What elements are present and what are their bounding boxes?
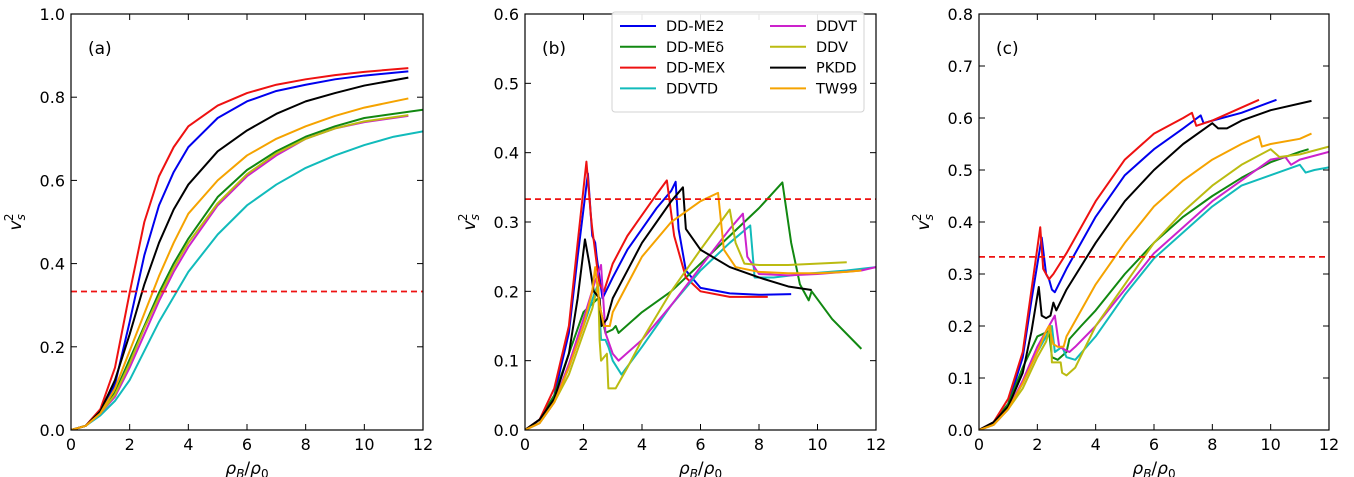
y-tick-label: 0.7: [948, 57, 973, 76]
series-line-DD-MEδ: [525, 181, 863, 430]
x-tick-label: 8: [1207, 435, 1217, 454]
y-tick-label: 0.4: [40, 255, 65, 274]
panel-b: 0 2 4 6 8 10 12 0.0 0.1 0.2 0.3 0.4 0.5 0.6 (b) ρB/ρ0 vs…: [456, 5, 886, 477]
y-tick-label: 0.4: [948, 213, 973, 232]
y-axis-label: vs2: [456, 214, 482, 231]
series-line-DDV: [979, 145, 1329, 430]
x-tick-label: 10: [354, 435, 374, 454]
series-line-DD-MEX: [979, 98, 1260, 430]
series-line-DDV: [525, 208, 847, 430]
x-tick-label: 2: [578, 435, 588, 454]
x-tick-label: 12: [1319, 435, 1339, 454]
y-tick-label: 0.2: [494, 282, 519, 301]
y-tick-label: 0.0: [948, 421, 973, 440]
y-axis-label: vs2: [910, 214, 936, 231]
x-tick-label: 0: [520, 435, 530, 454]
x-tick-label: 12: [866, 435, 886, 454]
x-tick-label: 4: [1091, 435, 1101, 454]
legend-box: [611, 11, 865, 113]
legend-label: DDVTD: [666, 81, 718, 97]
panel-c: 0 2 4 6 8 10 12 0.0 0.1 0.2 0.3 0.4 0.5 0.6 0.7 0.8 (c) ρ…: [910, 5, 1339, 477]
series-group: [525, 160, 876, 430]
x-tick-label: 10: [1260, 435, 1280, 454]
series-group: [71, 67, 423, 430]
y-tick-label: 0.3: [494, 213, 519, 232]
y-tick-label: 0.5: [494, 74, 519, 93]
series-line-DD-MEδ: [979, 148, 1309, 430]
x-axis-label: ρB/ρ0: [225, 459, 268, 477]
legend-label: TW99: [815, 81, 858, 97]
legend-label: PKDD: [816, 61, 857, 77]
y-tick-label: 0.2: [948, 317, 973, 336]
x-tick-label: 0: [66, 435, 76, 454]
series-line-DD-ME2: [71, 70, 409, 430]
x-tick-label: 4: [183, 435, 193, 454]
series-line-PKDD: [525, 186, 812, 430]
series-line-DDVTD: [71, 130, 423, 430]
panel-label: (a): [88, 39, 112, 59]
x-tick-label: 6: [1149, 435, 1159, 454]
panel-a: 0 2 4 6 8 10 12 0.0 0.2 0.4 0.6 0.8 1.0 (a) ρB/ρ0 vs2: [2, 5, 433, 477]
y-tick-label: 0.4: [494, 144, 519, 163]
y-tick-label: 1.0: [40, 5, 65, 24]
legend-label: DDV: [816, 40, 848, 56]
legend: DD-ME2 DD-MEδ DD-MEX DDVTD DDVT DDV PKDD TW99: [611, 11, 865, 113]
series-line-DD-MEX: [71, 67, 409, 430]
x-tick-label: 12: [413, 435, 433, 454]
series-group: [979, 98, 1329, 430]
series-line-TW99: [979, 132, 1312, 430]
x-tick-label: 6: [695, 435, 705, 454]
series-line-DD-MEX: [525, 160, 768, 430]
legend-label: DDVT: [816, 19, 857, 35]
panel-label: (b): [542, 39, 566, 59]
x-tick-label: 2: [125, 435, 135, 454]
y-tick-label: 0.0: [40, 421, 65, 440]
series-line-PKDD: [71, 76, 409, 430]
x-tick-label: 8: [301, 435, 311, 454]
y-tick-label: 0.0: [494, 421, 519, 440]
panel-label: (c): [996, 39, 1019, 59]
y-tick-label: 0.6: [40, 171, 65, 190]
x-axis-label: ρB/ρ0: [679, 459, 722, 477]
legend-label: DD-MEδ: [666, 40, 724, 56]
y-tick-label: 0.3: [948, 265, 973, 284]
x-tick-label: 8: [754, 435, 764, 454]
legend-label: DD-MEX: [666, 61, 725, 77]
y-axis-label: vs2: [2, 214, 28, 231]
series-line-TW99: [525, 191, 862, 430]
y-tick-label: 0.8: [40, 88, 65, 107]
x-tick-label: 0: [974, 435, 984, 454]
series-line-DDV: [71, 114, 409, 430]
series-line-PKDD: [979, 99, 1312, 430]
series-line-DD-ME2: [525, 172, 792, 430]
x-tick-label: 4: [637, 435, 647, 454]
x-axis-label: ρB/ρ0: [1132, 459, 1175, 477]
y-tick-label: 0.1: [494, 352, 519, 371]
x-tick-label: 10: [807, 435, 827, 454]
legend-label: DD-ME2: [666, 19, 724, 35]
y-tick-label: 0.5: [948, 161, 973, 180]
x-tick-label: 2: [1032, 435, 1042, 454]
series-line-TW99: [71, 97, 409, 430]
y-tick-label: 0.6: [948, 109, 973, 128]
y-tick-label: 0.8: [948, 5, 973, 24]
y-tick-label: 0.2: [40, 338, 65, 357]
y-tick-label: 0.6: [494, 5, 519, 24]
y-tick-label: 0.1: [948, 369, 973, 388]
series-line-DD-MEδ: [71, 108, 423, 430]
x-tick-label: 6: [242, 435, 252, 454]
